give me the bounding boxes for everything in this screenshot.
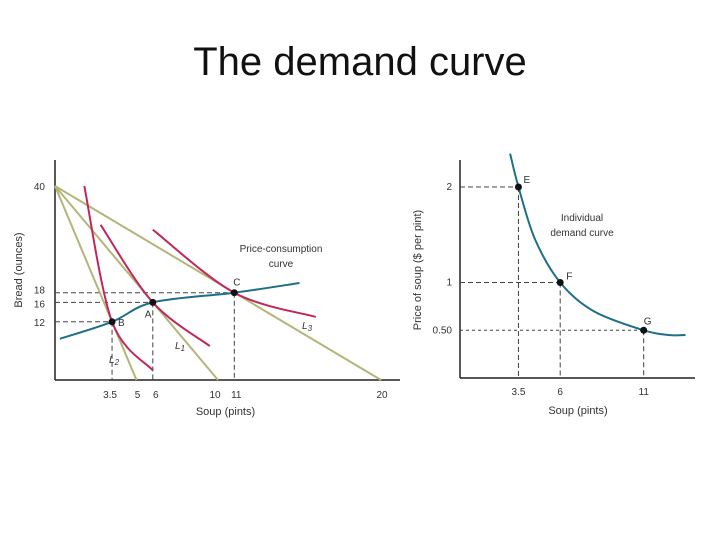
point-label-e: E (523, 175, 530, 186)
y-tick-label: 18 (34, 286, 46, 297)
x-tick-label: 6 (153, 390, 159, 401)
left-chart: A B C 3.5 5 6 10 11 20 12 16 18 40 Soup (pints) Bread … (13, 160, 400, 418)
annotation-line-1: Price-consumption (240, 244, 323, 255)
x-tick-label: 5 (135, 390, 141, 401)
demand-curve (509, 153, 686, 337)
indifference-curve-2 (99, 224, 211, 347)
point-label-b: B (118, 318, 125, 329)
annotation-line-2: curve (269, 259, 294, 270)
x-tick-label: 20 (376, 390, 388, 401)
slide-title: The demand curve (193, 40, 527, 84)
line-label-l3: L3 (302, 321, 313, 333)
x-tick-label: 10 (209, 390, 221, 401)
x-tick-label: 3.5 (103, 390, 117, 401)
point-b (108, 318, 116, 326)
budget-line-l2 (54, 185, 138, 381)
x-tick-label: 6 (557, 387, 563, 398)
budget-line-l1 (54, 185, 219, 381)
y-tick-label: 16 (34, 299, 46, 310)
point-label-c: C (233, 278, 240, 289)
point-f (556, 279, 564, 286)
line-label-l1: L1 (175, 341, 185, 353)
y-tick-label: 2 (446, 182, 452, 193)
x-tick-label: 3.5 (511, 387, 525, 398)
indifference-curve-1 (83, 185, 154, 371)
point-e (514, 183, 522, 191)
right-chart: E F G 3.5 6 11 0.50 1 2 Soup (pints) Price of soup… (412, 153, 695, 417)
y-axis-label: Bread (ounces) (13, 232, 25, 307)
point-label-g: G (644, 316, 652, 327)
line-label-l2: L2 (109, 355, 120, 367)
x-axis-label: Soup (pints) (196, 406, 255, 418)
annotation-line-2: demand curve (550, 228, 614, 239)
x-axis-label: Soup (pints) (548, 405, 607, 417)
y-tick-label: 1 (446, 278, 452, 289)
point-label-f: F (566, 272, 572, 283)
y-tick-label: 12 (34, 318, 46, 329)
y-axis-label: Price of soup ($ per pint) (412, 210, 424, 330)
point-g (640, 326, 648, 334)
point-label-a: A (145, 309, 152, 320)
point-c (230, 289, 238, 297)
y-tick-label: 0.50 (433, 325, 453, 336)
y-tick-label: 40 (34, 182, 46, 193)
x-tick-label: 11 (231, 390, 242, 401)
x-tick-label: 11 (639, 387, 650, 398)
annotation-line-1: Individual (561, 213, 603, 224)
point-a (149, 298, 157, 306)
